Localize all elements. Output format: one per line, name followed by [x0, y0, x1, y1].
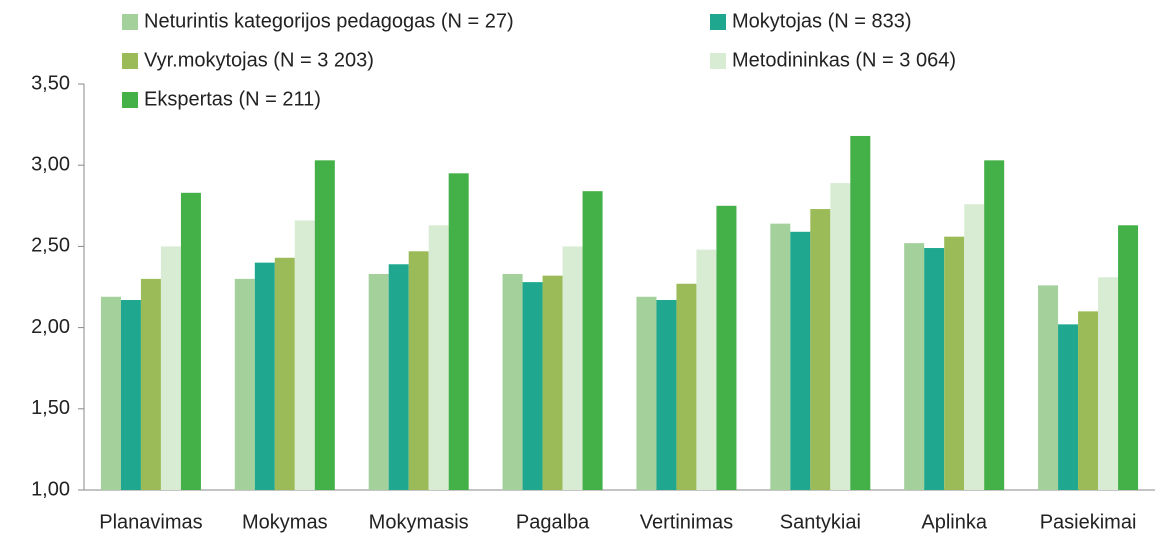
bar [522, 282, 543, 490]
bar [676, 283, 697, 490]
bar [234, 278, 255, 490]
y-tick-label: 3,50 [31, 72, 70, 94]
bar [850, 135, 871, 490]
y-tick-label: 3,00 [31, 153, 70, 175]
x-tick-label: Aplinka [921, 511, 987, 533]
bar [294, 220, 315, 490]
bar [160, 246, 181, 490]
bar [448, 173, 469, 490]
x-tick-label: Vertinimas [640, 511, 733, 533]
bar [830, 183, 851, 490]
bar [984, 160, 1005, 490]
x-tick-label: Planavimas [99, 511, 202, 533]
bar [964, 204, 985, 490]
legend-swatch [122, 14, 138, 30]
legend-swatch [710, 14, 726, 30]
bar [140, 278, 161, 490]
bar [368, 274, 389, 490]
bar [388, 264, 409, 490]
y-tick-label: 2,00 [31, 316, 70, 338]
bar [924, 248, 945, 490]
bar [944, 236, 965, 490]
bar [120, 299, 141, 490]
bar [1078, 311, 1099, 490]
y-tick-label: 2,50 [31, 235, 70, 257]
x-tick-label: Mokymasis [369, 511, 469, 533]
bar [636, 296, 657, 490]
bar [696, 249, 717, 490]
x-tick-label: Santykiai [780, 511, 861, 533]
y-tick-label: 1,00 [31, 478, 70, 500]
bar [408, 251, 429, 490]
legend-label: Ekspertas (N = 211) [144, 88, 321, 110]
bar [716, 205, 737, 491]
bar [770, 223, 791, 490]
bar [582, 191, 603, 490]
legend-label: Vyr.mokytojas (N = 3 203) [144, 49, 374, 71]
bar [502, 274, 523, 490]
x-tick-label: Pagalba [516, 511, 590, 533]
legend-label: Metodininkas (N = 3 064) [732, 49, 956, 71]
y-tick-label: 1,50 [31, 397, 70, 419]
legend-label: Neturintis kategorijos pedagogas (N = 27… [144, 10, 514, 32]
legend-swatch [122, 53, 138, 69]
bar [428, 225, 449, 490]
bar [314, 160, 335, 490]
bar [274, 257, 295, 490]
legend-swatch [710, 53, 726, 69]
x-tick-label: Mokymas [242, 511, 328, 533]
bar [562, 246, 583, 490]
bar [180, 192, 201, 491]
x-tick-label: Pasiekimai [1040, 511, 1137, 533]
bar [1118, 225, 1139, 490]
bar [1098, 277, 1119, 490]
bar [100, 296, 121, 490]
bar [542, 275, 563, 490]
bar [254, 262, 275, 490]
bar [1058, 324, 1079, 490]
legend-label: Mokytojas (N = 833) [732, 10, 912, 32]
bar [1038, 285, 1059, 490]
bar [904, 243, 925, 490]
legend-swatch [122, 92, 138, 108]
bar [656, 299, 677, 490]
bar [790, 231, 811, 490]
bar [810, 209, 831, 490]
